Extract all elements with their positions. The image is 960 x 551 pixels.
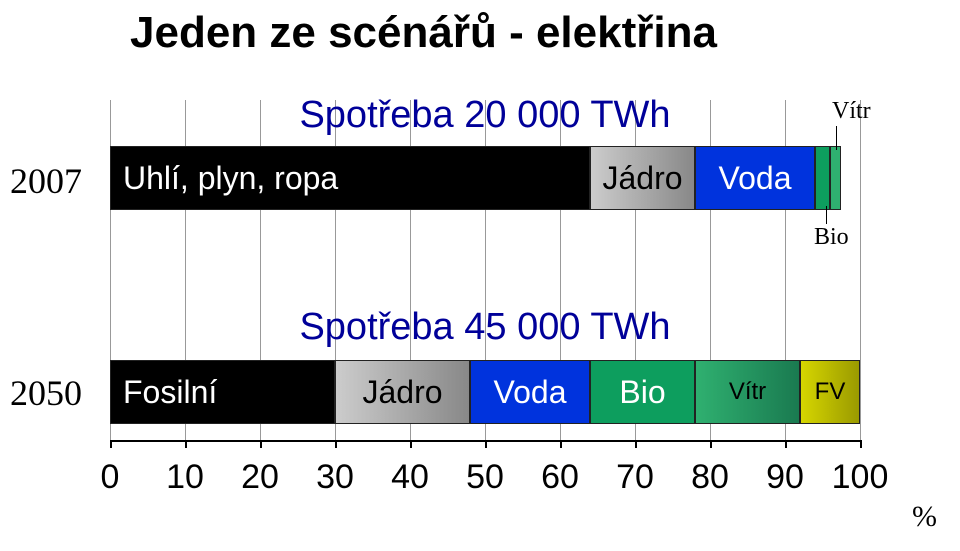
x-label: 20 — [241, 458, 279, 497]
x-label: 0 — [101, 458, 120, 497]
callout-wind-text: Vítr — [832, 98, 871, 124]
callout-bio: Bio — [814, 224, 849, 251]
plot-area: Spotřeba 20 000 TWh Uhlí, plyn, ropaJádr… — [110, 100, 860, 442]
segment: Jádro — [590, 146, 695, 210]
callout-wind: Vítr — [832, 98, 871, 125]
subtitle-2007: Spotřeba 20 000 TWh — [299, 94, 670, 137]
x-label: 10 — [166, 458, 204, 497]
year-2050-label: 2050 — [10, 372, 82, 414]
segment: Jádro — [335, 360, 470, 424]
gridline — [860, 100, 861, 440]
segment-label: Fosilní — [111, 374, 217, 411]
x-label: 50 — [466, 458, 504, 497]
x-label: 80 — [691, 458, 729, 497]
segment-label: Vítr — [729, 378, 766, 406]
segment: Vítr — [695, 360, 800, 424]
segment: Uhlí, plyn, ropa — [110, 146, 590, 210]
segment-label: Voda — [719, 160, 792, 197]
segment-label: Jádro — [602, 160, 682, 197]
x-tick — [260, 440, 262, 448]
x-tick — [710, 440, 712, 448]
segment: Bio — [590, 360, 695, 424]
bar-2050: Fosilní Jádro Voda Bio Vítr FV — [110, 360, 860, 424]
x-tick — [110, 440, 112, 448]
x-tick — [635, 440, 637, 448]
x-tick — [410, 440, 412, 448]
segment: FV — [800, 360, 860, 424]
segment — [830, 146, 841, 210]
segment-label: Voda — [494, 374, 567, 411]
bar-2007: Uhlí, plyn, ropa Jádro Voda — [110, 146, 860, 210]
segment-label: Jádro — [362, 374, 442, 411]
axis-unit: % — [912, 500, 937, 534]
chart-title: Jeden ze scénářů - elektřina — [130, 8, 717, 58]
segment-label: Bio — [619, 374, 665, 411]
chart: 2007 2050 Spotřeba 20 000 TWh Uhlí, plyn… — [70, 100, 860, 440]
year-2007-label: 2007 — [10, 160, 82, 202]
x-tick — [185, 440, 187, 448]
subtitle-2050: Spotřeba 45 000 TWh — [299, 306, 670, 349]
x-tick — [485, 440, 487, 448]
x-label: 90 — [766, 458, 804, 497]
x-tick — [335, 440, 337, 448]
x-tick — [560, 440, 562, 448]
segment: Fosilní — [110, 360, 335, 424]
segment — [815, 146, 830, 210]
segment-label: FV — [815, 378, 846, 406]
x-label: 60 — [541, 458, 579, 497]
segment: Voda — [695, 146, 815, 210]
x-tick — [785, 440, 787, 448]
x-tick — [860, 440, 862, 448]
page: Jeden ze scénářů - elektřina 2007 2050 S… — [0, 0, 960, 551]
x-label: 70 — [616, 458, 654, 497]
segment: Voda — [470, 360, 590, 424]
x-label: 40 — [391, 458, 429, 497]
x-label: 30 — [316, 458, 354, 497]
segment-label: Uhlí, plyn, ropa — [111, 160, 338, 197]
x-label: 100 — [832, 458, 889, 497]
callout-bio-text: Bio — [814, 224, 849, 250]
